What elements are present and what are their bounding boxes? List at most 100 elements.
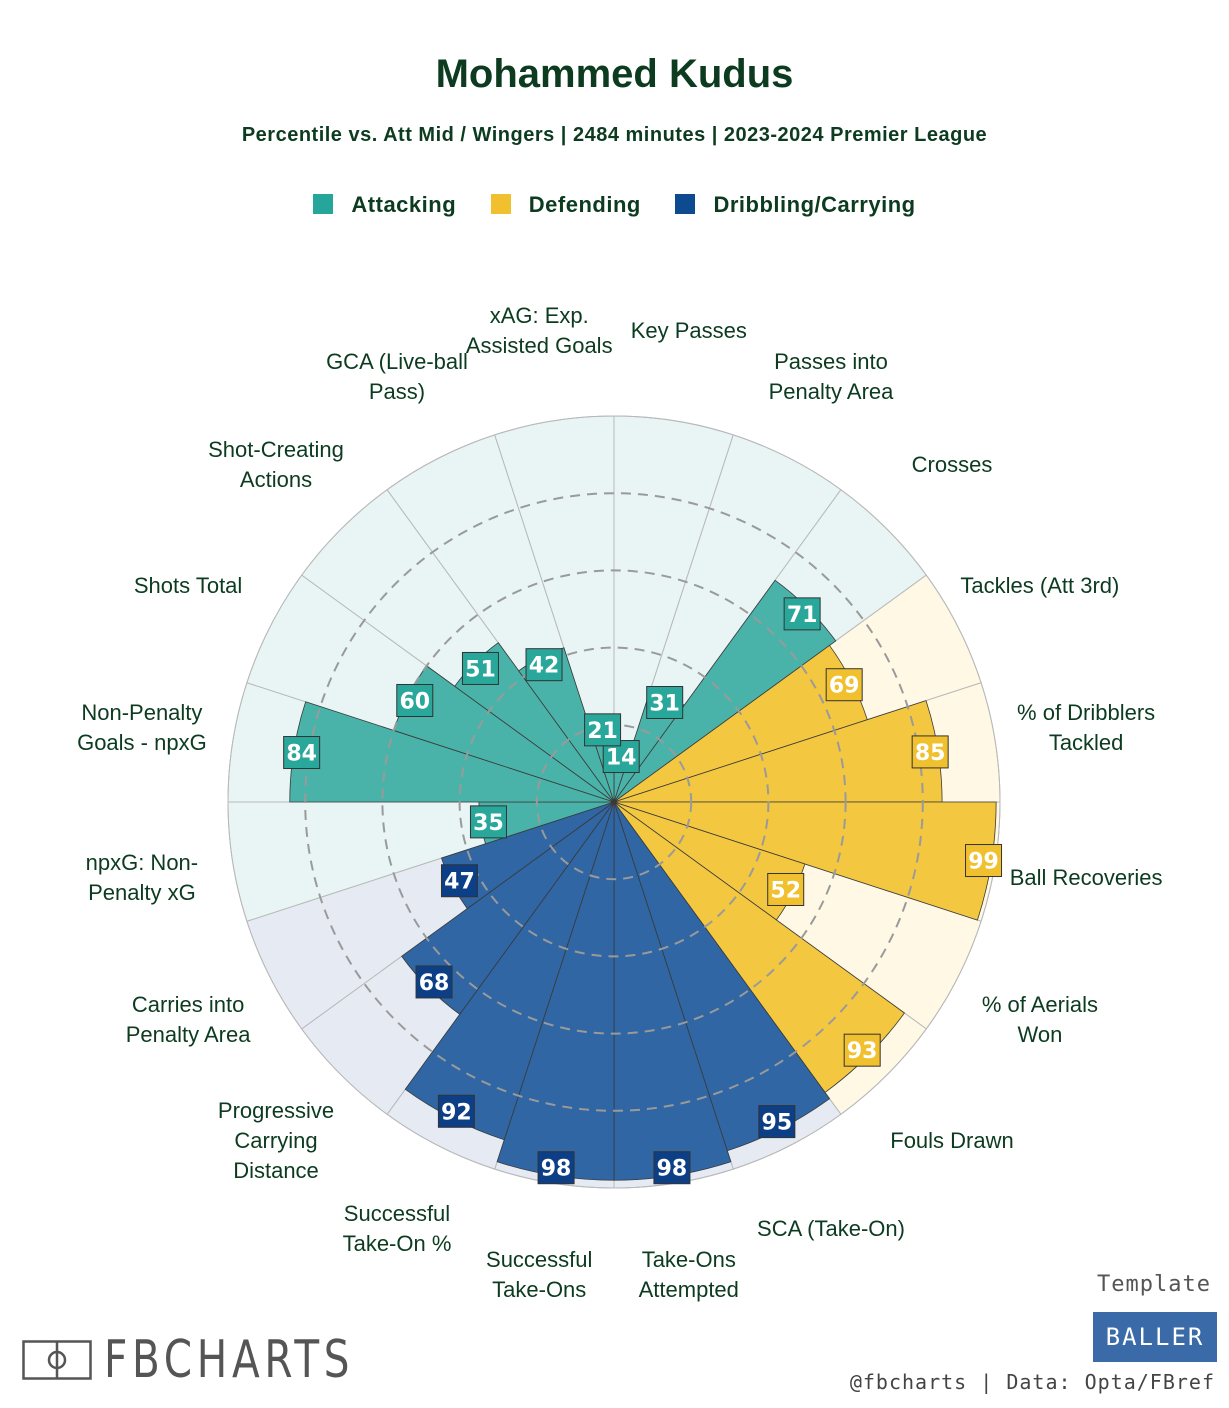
value-label-box [469,805,507,839]
axis-label-line: Progressive [218,1098,334,1123]
axis-label: Passes into Penalty Area [769,349,895,404]
value-label-text: 95 [762,1111,793,1136]
axis-label: Successful Take-On % [343,1201,452,1256]
value-label-text: 71 [787,603,818,628]
axis-label-line: Successful [486,1247,592,1272]
value-label-text: 60 [399,689,430,714]
axis-label: GCA (Live-ball Pass) [326,349,468,404]
value-label-text: 35 [473,811,504,836]
value-label: 85 [911,735,949,769]
axis-label: Successful Take-Ons [486,1247,592,1302]
value-label-box [461,651,499,685]
value-label: 93 [843,1033,881,1067]
axis-label-line: Pass) [369,379,425,404]
value-label-text: 85 [915,741,946,766]
value-label: 71 [783,597,821,631]
data-credit: @fbcharts | Data: Opta/FBref [849,1370,1215,1394]
axis-label: Fouls Drawn [890,1128,1013,1153]
legend-item-defending: Defending [490,192,641,218]
value-label-box [525,648,563,682]
gridlines [227,415,1001,1189]
axis-label-line: Shots Total [134,573,242,598]
axis-label: SCA (Take-On) [757,1216,905,1241]
axis-label-line: Shot-Creating [208,437,344,462]
value-label-box [440,864,478,898]
legend-label-defending: Defending [528,192,641,217]
axis-label-line: Carrying [234,1128,317,1153]
axis-label: Crosses [912,452,993,477]
axis-label-line: Carries into [132,992,244,1017]
value-label: 14 [602,740,640,774]
value-label-box [653,1151,691,1185]
axis-label-line: SCA (Take-On) [757,1216,905,1241]
gridline-circle [458,646,770,958]
value-label: 84 [283,736,321,770]
axis-label-line: Assisted Goals [466,333,613,358]
value-label: 68 [415,965,453,999]
value-labels: 14 31 71 69 85 99 52 93 95 98 98 92 68 47 35 84 60 51 42 21 [283,597,1003,1185]
logo-text: FBCHARTS [104,1330,355,1390]
value-label-text: 14 [606,746,637,771]
value-label: 60 [396,683,434,717]
axis-labels: Key Passes Passes into Penalty Area Crosses… [77,303,1162,1302]
axis-label-line: Goals - npxG [77,730,207,755]
axis-label-line: Take-Ons [642,1247,736,1272]
value-label: 99 [965,844,1003,878]
legend: Attacking Defending Dribbling/Carrying [0,192,1229,218]
axis-label: % of Dribblers Tackled [1017,700,1155,755]
value-label-box [537,1151,575,1185]
value-label: 42 [525,648,563,682]
value-label-box [767,872,805,906]
value-label-text: 31 [649,692,680,717]
value-label: 98 [537,1151,575,1185]
chart-subtitle: Percentile vs. Att Mid / Wingers | 2484 … [241,124,988,146]
axis-label: Shots Total [134,573,242,598]
axis-label-line: Penalty Area [769,379,895,404]
axis-label: Carries into Penalty Area [126,992,252,1047]
axis-label-line: npxG: Non- [86,850,199,875]
axis-label-line: Attempted [639,1277,739,1302]
gridline-circle [304,492,924,1112]
value-label: 69 [825,668,863,702]
value-label-text: 98 [541,1157,572,1182]
value-label-box [283,736,321,770]
value-label-text: 69 [829,674,860,699]
value-label-box [783,597,821,631]
axis-label: npxG: Non- Penalty xG [86,850,199,905]
axis-label: Take-Ons Attempted [639,1247,739,1302]
axis-label-line: Passes into [774,349,888,374]
template-label: Template [1097,1272,1211,1297]
value-label-box [758,1105,796,1139]
axis-label-line: Distance [233,1158,319,1183]
axis-label-line: Penalty xG [88,880,196,905]
value-label: 51 [461,651,499,685]
axis-label-line: Tackled [1049,730,1124,755]
value-label-text: 52 [770,878,801,903]
value-label-text: 99 [968,850,999,875]
axis-label: Tackles (Att 3rd) [960,573,1119,598]
axis-label-line: % of Dribblers [1017,700,1155,725]
axis-label-line: xAG: Exp. [490,303,589,328]
axis-label-line: Tackles (Att 3rd) [960,573,1119,598]
value-label-box [415,965,453,999]
chart-title: Mohammed Kudus [435,52,794,96]
value-label-text: 21 [587,719,618,744]
axis-label-line: Key Passes [631,318,747,343]
axis-label-line: Non-Penalty [81,700,202,725]
axis-label: Progressive Carrying Distance [218,1098,334,1183]
gridline-circle [381,569,847,1035]
value-label: 92 [437,1094,475,1128]
axis-label-line: Fouls Drawn [890,1128,1013,1153]
axis-label: Key Passes [631,318,747,343]
value-label: 21 [584,713,622,747]
axis-label-line: Take-On % [343,1231,452,1256]
axis-label: xAG: Exp. Assisted Goals [466,303,613,358]
axis-label: Ball Recoveries [1010,865,1163,890]
value-label-box [646,686,684,720]
axis-label-line: Penalty Area [126,1022,252,1047]
legend-item-attacking: Attacking [313,192,456,218]
outer-circle [227,415,1001,1189]
axis-label-line: GCA (Live-ball [326,349,468,374]
legend-label-dribbling: Dribbling/Carrying [713,192,916,217]
value-label: 31 [646,686,684,720]
